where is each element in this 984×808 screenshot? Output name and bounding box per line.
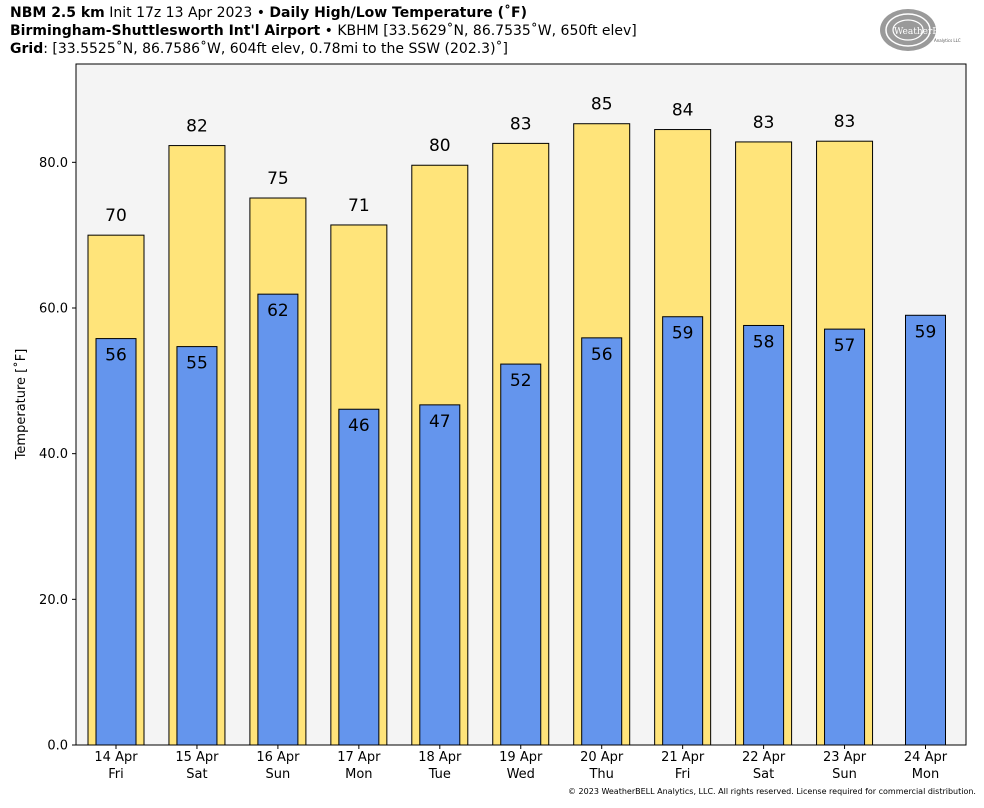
x-tick-label-date: 14 Apr [94,750,138,765]
y-tick-label: 60.0 [39,301,68,316]
x-tick-label-day: Mon [912,767,939,782]
copyright-notice: © 2023 WeatherBELL Analytics, LLC. All r… [568,787,976,796]
x-tick-label-day: Sun [832,767,857,782]
low-bar [905,314,946,746]
low-value-label: 56 [591,345,613,365]
chart-title-line-3: Grid: [33.5525˚N, 86.7586˚W, 604ft elev,… [10,40,508,58]
low-value-label: 46 [348,416,370,436]
low-bar [419,404,461,746]
low-bar [338,408,380,746]
low-bar [257,293,299,746]
weatherbell-logo: WeatherBELL Analytics LLC [880,9,961,51]
grid-label: Grid [10,41,44,57]
grid-info: : [33.5525˚N, 86.7586˚W, 604ft elev, 0.7… [43,41,509,57]
high-value-label: 71 [348,196,370,216]
high-value-label: 83 [510,114,532,134]
x-tick-label-date: 23 Apr [823,750,867,765]
logo-subtext: Analytics LLC [934,38,961,43]
y-tick-label: 80.0 [39,156,68,171]
high-value-label: 83 [834,112,856,132]
high-value-label: 83 [753,113,775,133]
y-tick-label: 0.0 [47,739,68,754]
low-value-label: 55 [186,354,208,374]
chart-title-line-2: Birmingham-Shuttlesworth Int'l Airport •… [10,22,637,40]
bars-group: 70 56 82 55 75 62 71 46 80 47 83 52 85 56 84 59 83 58 83 57… [87,95,946,746]
low-value-label: 58 [753,332,775,352]
station-info: • KBHM [33.5629˚N, 86.7535˚W, 650ft elev… [320,23,637,39]
x-tick-label-date: 15 Apr [175,750,219,765]
y-axis: 0.0 20.0 40.0 60.0 80.0 [39,156,76,754]
low-value-label: 59 [915,322,937,342]
x-tick-label-day: Fri [675,767,691,782]
logo-text: WeatherBELL [894,27,957,37]
low-bar [581,337,623,746]
chart-title: Daily High/Low Temperature (˚F) [269,5,527,21]
x-axis: 14 Apr Fri 15 Apr Sat 16 Apr Sun 17 Apr Mon 18 A… [94,745,948,782]
low-bar [500,363,542,746]
low-value-label: 52 [510,371,532,391]
y-tick-label: 40.0 [39,447,68,462]
x-tick-label-date: 18 Apr [418,750,462,765]
high-value-label: 75 [267,169,289,189]
station-name: Birmingham-Shuttlesworth Int'l Airport [10,23,321,39]
high-value-label: 70 [105,206,127,226]
low-value-label: 62 [267,301,289,321]
low-value-label: 56 [105,346,127,366]
x-tick-label-day: Thu [588,767,613,782]
y-tick-label: 20.0 [39,593,68,608]
x-tick-label-date: 24 Apr [904,750,948,765]
x-tick-label-day: Sat [753,767,774,782]
y-axis-label: Temperature [˚F] [13,349,29,461]
model-name: NBM 2.5 km [10,5,105,21]
x-tick-label-date: 19 Apr [499,750,543,765]
high-value-label: 85 [591,95,613,115]
init-time: Init 17z 13 Apr 2023 • [104,5,270,21]
x-tick-label-date: 20 Apr [580,750,624,765]
x-tick-label-day: Fri [108,767,124,782]
low-value-label: 57 [834,336,856,356]
x-tick-label-day: Tue [428,767,451,782]
x-tick-label-day: Wed [507,767,535,782]
x-tick-label-date: 21 Apr [661,750,705,765]
low-bar [95,338,137,746]
high-value-label: 82 [186,117,208,137]
low-bar [176,346,218,746]
x-tick-label-day: Sat [186,767,207,782]
x-tick-label-date: 22 Apr [742,750,786,765]
x-tick-label-date: 17 Apr [337,750,381,765]
low-bar [662,316,704,746]
low-value-label: 47 [429,412,451,432]
low-bar [743,324,785,746]
x-tick-label-day: Mon [345,767,372,782]
high-value-label: 84 [672,101,694,121]
low-bar [824,328,866,746]
x-tick-label-day: Sun [266,767,291,782]
high-value-label: 80 [429,136,451,156]
low-value-label: 59 [672,324,694,344]
x-tick-label-date: 16 Apr [256,750,300,765]
chart-title-line-1: NBM 2.5 km Init 17z 13 Apr 2023 • Daily … [10,4,527,22]
